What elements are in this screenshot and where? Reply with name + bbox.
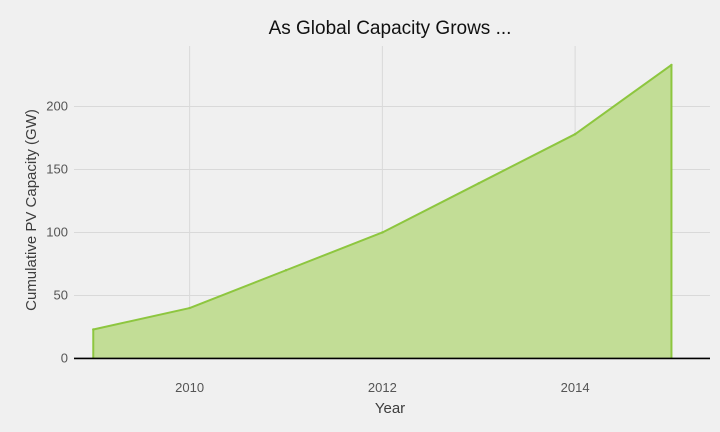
x-tick-label: 2014: [561, 380, 590, 395]
y-axis-label: Cumulative PV Capacity (GW): [23, 109, 40, 311]
data-point: [670, 63, 673, 67]
data-point: [284, 269, 288, 272]
data-point: [92, 328, 95, 331]
x-axis-label: Year: [375, 400, 405, 417]
data-point: [477, 182, 480, 185]
series-area: [92, 63, 673, 359]
y-tick-label: 50: [54, 287, 68, 302]
y-tick-label: 0: [61, 350, 68, 365]
axes: 0 50 100 150 200 2010 2012 2014: [46, 98, 710, 395]
chart-title: As Global Capacity Grows ...: [269, 18, 512, 39]
x-tick-label: 2010: [175, 380, 204, 395]
data-point: [188, 306, 191, 310]
y-tick-label: 100: [46, 224, 68, 239]
data-point: [381, 231, 384, 234]
x-tick-label: 2012: [368, 380, 397, 395]
data-point: [573, 132, 577, 136]
y-tick-label: 200: [46, 98, 68, 113]
area-fill: [93, 64, 672, 359]
y-tick-label: 150: [46, 161, 68, 176]
